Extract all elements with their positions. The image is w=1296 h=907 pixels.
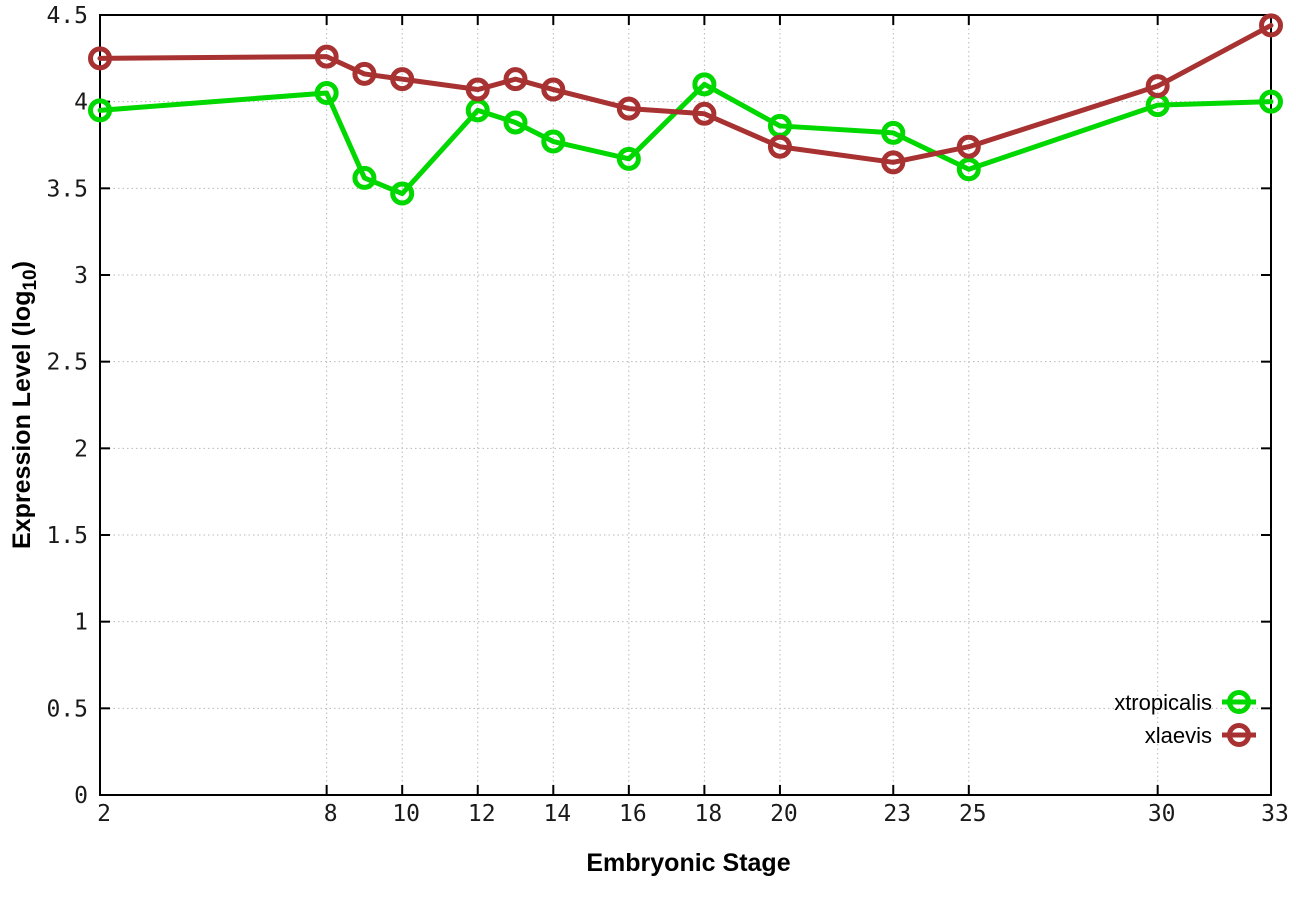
data-point-xlaevis xyxy=(541,77,566,102)
series-line-xtropicalis xyxy=(97,81,1274,197)
y-tick-label: 3 xyxy=(74,263,88,289)
data-point-xlaevis xyxy=(352,61,377,86)
x-tick-label: 23 xyxy=(883,801,911,827)
x-tick-label: 8 xyxy=(324,801,338,827)
x-tick-label: 14 xyxy=(543,801,571,827)
x-tick-label: 2 xyxy=(97,801,111,827)
data-point-xlaevis xyxy=(616,96,641,121)
data-point-xlaevis xyxy=(314,44,339,69)
series-line-xlaevis xyxy=(97,22,1274,165)
data-point-xlaevis xyxy=(465,77,490,102)
y-axis-title: Expression Level (log10) xyxy=(8,261,41,549)
data-point-xtropicalis xyxy=(956,157,981,182)
legend-label-xtropicalis: xtropicalis xyxy=(1114,690,1212,715)
data-point-xtropicalis xyxy=(503,110,528,135)
plot-border xyxy=(99,14,1272,796)
data-point-xtropicalis xyxy=(881,120,906,145)
data-point-xlaevis xyxy=(390,67,415,92)
data-point-xlaevis xyxy=(881,150,906,175)
y-tick-label: 1.5 xyxy=(46,523,88,549)
x-tick-label: 20 xyxy=(770,801,798,827)
x-tick-label: 12 xyxy=(468,801,496,827)
data-point-xtropicalis xyxy=(88,98,112,123)
data-point-xlaevis xyxy=(1145,74,1170,99)
data-point-xtropicalis xyxy=(314,81,339,105)
y-tick-label: 4 xyxy=(74,90,88,116)
x-tick-label: 30 xyxy=(1148,801,1176,827)
y-tick-label: 1 xyxy=(74,610,88,636)
data-point-xlaevis xyxy=(88,46,112,71)
y-tick-label: 0 xyxy=(74,783,88,809)
legend-marker-xlaevis xyxy=(1227,723,1251,747)
data-point-xlaevis xyxy=(692,101,717,126)
data-point-xtropicalis xyxy=(390,181,415,206)
x-tick-label: 10 xyxy=(392,801,420,827)
y-tick-label: 4.5 xyxy=(46,3,88,29)
y-tick-label: 3.5 xyxy=(46,176,88,202)
data-point-xtropicalis xyxy=(692,72,717,97)
data-point-xtropicalis xyxy=(616,146,641,171)
x-axis-title: Embryonic Stage xyxy=(586,849,790,877)
y-tick-label: 2.5 xyxy=(46,350,88,376)
data-point-xlaevis xyxy=(503,67,528,92)
x-tick-label: 25 xyxy=(959,801,987,827)
x-tick-label: 18 xyxy=(695,801,723,827)
x-tick-label: 16 xyxy=(619,801,647,827)
data-point-xlaevis xyxy=(767,134,792,159)
x-tick-label: 33 xyxy=(1261,801,1289,827)
legend-marker-xtropicalis xyxy=(1227,690,1251,714)
data-point-xtropicalis xyxy=(1259,89,1283,114)
data-point-xtropicalis xyxy=(352,165,377,190)
data-point-xtropicalis xyxy=(541,129,566,154)
legend-label-xlaevis: xlaevis xyxy=(1145,723,1212,748)
y-tick-label: 2 xyxy=(74,436,88,462)
data-point-xlaevis xyxy=(956,134,981,159)
y-tick-label: 0.5 xyxy=(46,696,88,722)
data-point-xlaevis xyxy=(1259,13,1283,38)
